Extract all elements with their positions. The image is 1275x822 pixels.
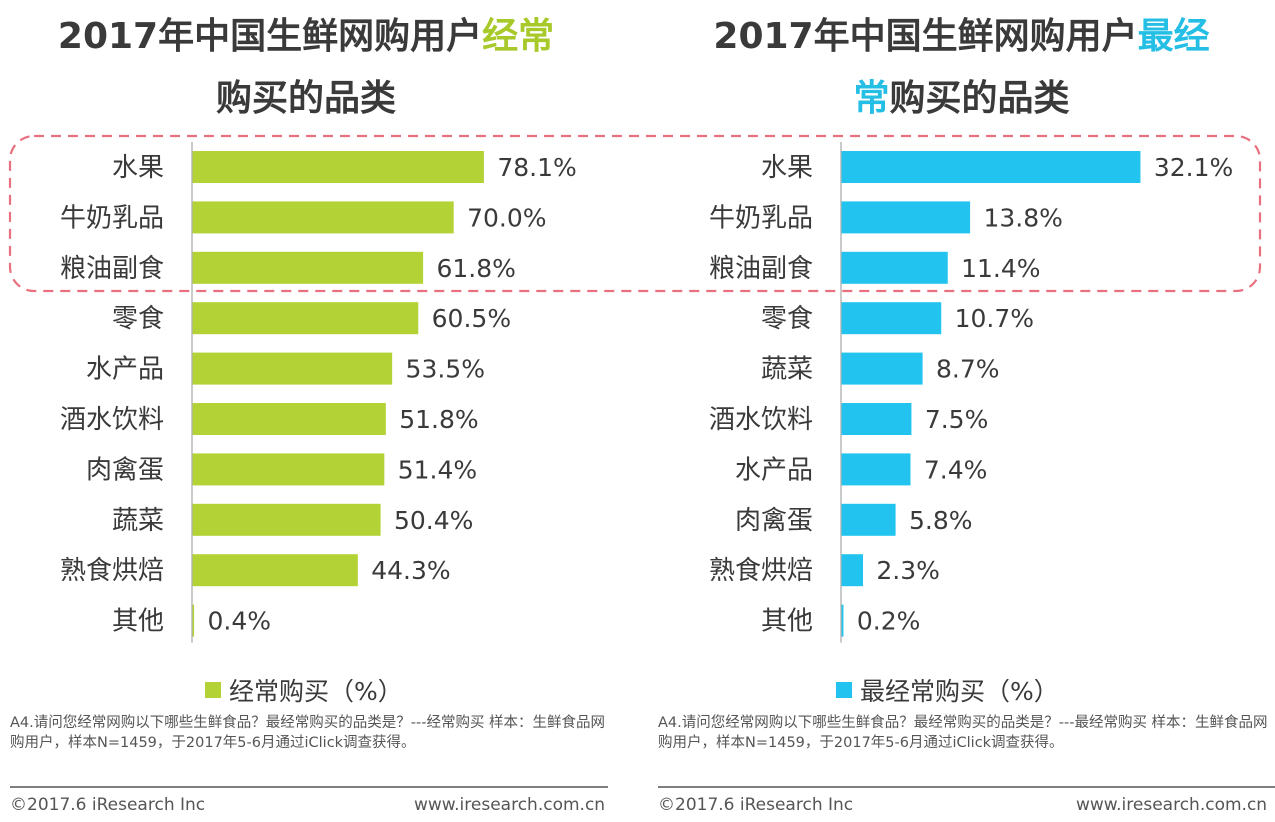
- right-bar: [841, 151, 1141, 183]
- right-website-link[interactable]: www.iresearch.com.cn: [1076, 795, 1268, 815]
- left-bar: [192, 453, 385, 486]
- left-bar: [192, 302, 419, 335]
- left-chart-title: 2017年中国生鲜网购用户经常 购买的品类: [0, 6, 612, 130]
- right-category-label: 水产品: [735, 455, 813, 485]
- right-value-label: 32.1%: [1154, 153, 1233, 182]
- right-copyright: ©2017.6 iResearch Inc: [658, 795, 854, 815]
- left-value-label: 51.8%: [399, 405, 478, 434]
- left-legend-swatch: [205, 682, 221, 698]
- right-value-label: 7.5%: [925, 405, 989, 434]
- left-bar: [192, 554, 358, 587]
- left-value-label: 78.1%: [497, 153, 576, 182]
- right-title-highlight: 最经: [1137, 16, 1210, 57]
- right-category-label: 粮油副食: [709, 254, 813, 284]
- right-value-label: 0.2%: [857, 607, 921, 636]
- left-bar: [192, 201, 454, 234]
- left-bar: [192, 403, 386, 435]
- right-category-label: 肉禽蛋: [735, 506, 813, 536]
- right-source-note: A4.请问您经常网购以下哪些生鲜食品？最经常购买的品类是？---最经常购买 样本…: [658, 715, 1268, 751]
- left-copyright: ©2017.6 iResearch Inc: [10, 795, 206, 815]
- right-bar: [841, 352, 923, 385]
- right-category-label: 牛奶乳品: [709, 203, 813, 233]
- left-bar: [192, 604, 195, 637]
- right-category-label: 熟食烘焙: [709, 556, 813, 586]
- right-bar: [841, 554, 864, 587]
- right-category-label: 蔬菜: [761, 355, 813, 385]
- right-category-label: 水果: [761, 153, 813, 183]
- right-value-label: 8.7%: [936, 355, 1000, 384]
- left-value-label: 0.4%: [208, 607, 272, 636]
- right-value-label: 2.3%: [876, 556, 940, 585]
- left-title-text-2: 购买的品类: [215, 78, 396, 119]
- left-bar-chart: 水果 78.1% 牛奶乳品 70.0% 粮油副食 61.8% 零食 60.5% 水产品 53.5%…: [60, 142, 577, 643]
- left-legend: 经常购买（%）: [205, 672, 403, 708]
- highlight-box-layer: [8, 134, 1262, 293]
- right-title-highlight-2: 常: [853, 78, 890, 119]
- left-category-label: 水果: [112, 153, 164, 183]
- left-value-label: 53.5%: [406, 355, 485, 384]
- right-value-label: 5.8%: [909, 506, 973, 535]
- left-category-label: 肉禽蛋: [86, 455, 164, 485]
- left-category-label: 零食: [112, 304, 164, 334]
- left-legend-label: 经常购买（%）: [229, 677, 403, 706]
- top-three-highlight-box: [8, 134, 1262, 293]
- left-value-label: 61.8%: [437, 254, 516, 283]
- left-category-label: 其他: [112, 607, 164, 637]
- right-bar: [841, 201, 971, 234]
- left-bar: [192, 352, 393, 385]
- right-category-label: 零食: [761, 304, 813, 334]
- left-website-link[interactable]: www.iresearch.com.cn: [414, 795, 606, 815]
- right-bar: [841, 503, 896, 536]
- right-value-label: 11.4%: [961, 254, 1040, 283]
- right-chart-title: 2017年中国生鲜网购用户最经 常购买的品类: [648, 6, 1275, 130]
- right-value-label: 7.4%: [924, 455, 988, 484]
- right-bar: [841, 453, 911, 486]
- left-category-label: 粮油副食: [60, 254, 164, 284]
- right-footer-divider: [658, 786, 1275, 788]
- left-footer-divider: [10, 786, 608, 788]
- right-value-label: 10.7%: [955, 304, 1034, 333]
- left-title-text: 2017年中国生鲜网购用户: [57, 16, 483, 57]
- left-category-label: 熟食烘焙: [60, 556, 164, 586]
- left-value-label: 60.5%: [432, 304, 511, 333]
- left-value-label: 50.4%: [394, 506, 473, 535]
- right-bar-chart: 水果 32.1% 牛奶乳品 13.8% 粮油副食 11.4% 零食 10.7% 蔬菜 8.7% 酒水…: [709, 142, 1233, 643]
- left-category-label: 蔬菜: [112, 506, 164, 536]
- left-bar: [192, 503, 381, 536]
- left-category-label: 水产品: [86, 355, 164, 385]
- left-title-highlight: 经常: [482, 16, 555, 57]
- left-value-label: 70.0%: [467, 203, 546, 232]
- left-source-note: A4.请问您经常网购以下哪些生鲜食品？最经常购买的品类是？---经常购买 样本：…: [10, 715, 606, 751]
- right-legend-label: 最经常购买（%）: [860, 677, 1059, 706]
- right-bar: [841, 604, 844, 637]
- right-category-label: 酒水饮料: [709, 405, 813, 435]
- right-bar: [841, 403, 912, 435]
- right-title-line-1: 2017年中国生鲜网购用户最经: [648, 6, 1275, 68]
- left-bar: [192, 151, 484, 183]
- right-value-label: 13.8%: [983, 203, 1062, 232]
- left-category-label: 牛奶乳品: [60, 203, 164, 233]
- right-bar: [841, 302, 942, 335]
- right-title-text: 2017年中国生鲜网购用户: [713, 16, 1138, 57]
- right-bar: [841, 251, 948, 284]
- right-legend-swatch: [836, 682, 852, 698]
- left-title-line-1: 2017年中国生鲜网购用户经常: [0, 6, 612, 68]
- right-title-line-2: 常购买的品类: [648, 68, 1275, 130]
- left-value-label: 44.3%: [371, 556, 450, 585]
- left-value-label: 51.4%: [398, 455, 477, 484]
- left-bar: [192, 251, 424, 284]
- left-category-label: 酒水饮料: [60, 405, 164, 435]
- right-title-text-2: 购买的品类: [889, 78, 1070, 119]
- right-category-label: 其他: [761, 607, 813, 637]
- right-legend: 最经常购买（%）: [836, 672, 1059, 708]
- left-title-line-2: 购买的品类: [0, 68, 612, 130]
